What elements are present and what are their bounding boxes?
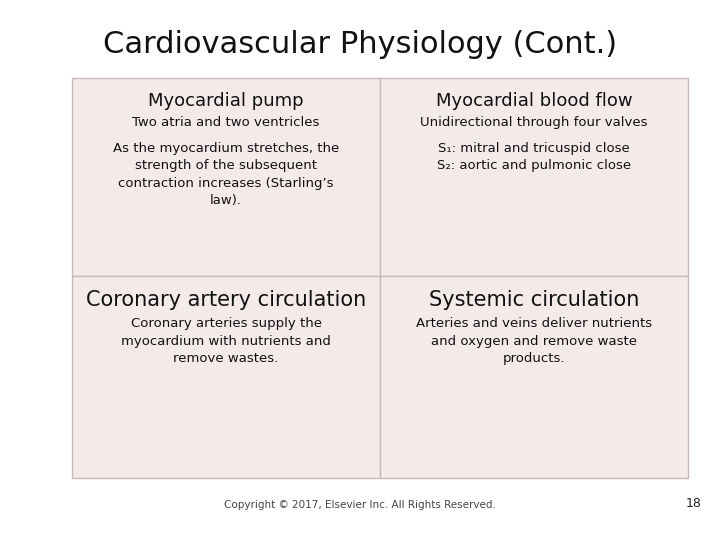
- Text: Copyright © 2017, Elsevier Inc. All Rights Reserved.: Copyright © 2017, Elsevier Inc. All Righ…: [224, 500, 496, 510]
- Text: Coronary artery circulation: Coronary artery circulation: [86, 290, 366, 310]
- Text: Myocardial pump: Myocardial pump: [148, 92, 304, 110]
- Text: Two atria and two ventricles: Two atria and two ventricles: [132, 116, 320, 129]
- Text: As the myocardium stretches, the
strength of the subsequent
contraction increase: As the myocardium stretches, the strengt…: [113, 141, 339, 207]
- FancyBboxPatch shape: [72, 276, 380, 478]
- FancyBboxPatch shape: [72, 78, 380, 276]
- Text: Systemic circulation: Systemic circulation: [428, 290, 639, 310]
- Text: Cardiovascular Physiology (Cont.): Cardiovascular Physiology (Cont.): [103, 30, 617, 59]
- FancyBboxPatch shape: [380, 78, 688, 276]
- Text: Myocardial blood flow: Myocardial blood flow: [436, 92, 632, 110]
- Text: 18: 18: [686, 497, 702, 510]
- Text: Arteries and veins deliver nutrients
and oxygen and remove waste
products.: Arteries and veins deliver nutrients and…: [416, 317, 652, 365]
- Text: Unidirectional through four valves: Unidirectional through four valves: [420, 116, 647, 129]
- Text: Coronary arteries supply the
myocardium with nutrients and
remove wastes.: Coronary arteries supply the myocardium …: [121, 317, 331, 365]
- FancyBboxPatch shape: [380, 276, 688, 478]
- Text: S₁: mitral and tricuspid close
S₂: aortic and pulmonic close: S₁: mitral and tricuspid close S₂: aorti…: [437, 141, 631, 172]
